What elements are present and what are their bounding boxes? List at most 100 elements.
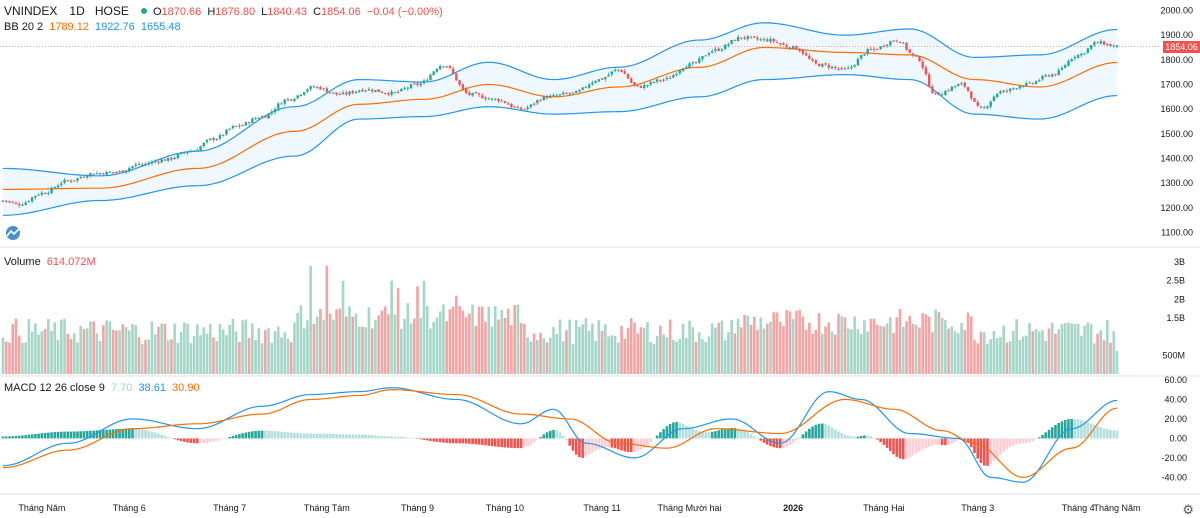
macd-histogram-bar (565, 438, 568, 441)
macd-axis-tick: -40.00 (1161, 472, 1187, 482)
macd-histogram-bar (72, 431, 76, 439)
volume-bar (273, 331, 277, 374)
candle-body (989, 101, 992, 107)
candle-body (574, 90, 578, 93)
macd-histogram-bar (616, 438, 620, 450)
volume-bar (1018, 340, 1022, 374)
volume-bar (11, 323, 15, 374)
macd-histogram-bar (1105, 429, 1109, 439)
volume-bar (234, 331, 238, 374)
candle-body (380, 91, 384, 93)
macd-histogram-bar (940, 438, 944, 445)
candle-body (924, 67, 928, 75)
volume-bar (40, 331, 44, 374)
macd-histogram-bar (561, 435, 565, 439)
tradingview-logo[interactable] (4, 226, 22, 240)
macd-legend[interactable]: MACD 12 26 close 9 7.70 38.61 30.90 (4, 381, 203, 395)
volume-bar (1041, 330, 1044, 374)
candle-body (685, 67, 688, 69)
interval-label[interactable]: 1D (69, 4, 85, 18)
volume-bar (380, 310, 384, 374)
volume-bar (341, 280, 345, 374)
macd-histogram-bar (160, 434, 163, 439)
volume-bar (1002, 325, 1005, 374)
macd-histogram-bar (882, 438, 886, 445)
candle-body (736, 36, 740, 41)
candle-body (487, 98, 490, 100)
volume-bar (853, 316, 856, 374)
macd-histogram-bar (189, 438, 193, 443)
macd-histogram-bar (338, 434, 342, 439)
bb-lower-value: 1655.48 (140, 21, 181, 33)
macd-histogram-bar (218, 438, 222, 440)
macd-histogram-bar (118, 428, 121, 439)
macd-histogram-bar (14, 435, 18, 439)
volume-bar (468, 313, 471, 374)
macd-histogram-bar (497, 438, 500, 447)
volume-bar (270, 342, 274, 374)
candle-body (481, 95, 484, 99)
candle-body (328, 92, 332, 94)
macd-histogram-bar (532, 438, 536, 443)
candle-body (503, 101, 507, 104)
volume-bar (176, 342, 180, 374)
volume-bar (140, 344, 144, 374)
macd-line-value: 38.61 (138, 382, 166, 394)
symbol-name[interactable]: VNINDEX (4, 4, 58, 18)
candle-body (759, 39, 762, 41)
macd-histogram-bar (840, 433, 844, 439)
candle-body (571, 92, 575, 94)
candle-body (973, 98, 976, 102)
close-label: C (313, 6, 322, 18)
macd-histogram-bar (396, 436, 400, 439)
time-axis-tick: Tháng 9 (401, 503, 434, 513)
candle-body (804, 53, 808, 56)
volume-bar (597, 320, 601, 374)
volume-bar (286, 338, 290, 374)
gear-icon[interactable]: ⚙ (1182, 502, 1194, 517)
volume-legend[interactable]: Volume 614.072M (4, 255, 99, 269)
candle-body (37, 194, 40, 196)
macd-histogram-bar (830, 427, 834, 439)
volume-bar (1037, 331, 1041, 374)
open-value: 1870.66 (161, 6, 202, 18)
bb-legend[interactable]: BB 20 2 1789.12 1922.76 1655.48 (4, 20, 184, 34)
candle-body (445, 66, 448, 68)
volume-bar (63, 318, 66, 374)
volume-bar (179, 332, 183, 374)
macd-histogram-bar (814, 424, 818, 439)
candle-body (788, 47, 792, 49)
volume-bar (1089, 324, 1093, 374)
volume-bar (555, 334, 559, 374)
macd-histogram-bar (260, 430, 264, 439)
volume-bar (325, 265, 329, 374)
candle-body (558, 94, 562, 96)
time-axis-tick: Tháng Tám (304, 503, 350, 513)
volume-bar (548, 337, 552, 374)
macd-axis-tick: 0.00 (1169, 433, 1187, 443)
candle-body (422, 80, 426, 84)
volume-bar (416, 286, 419, 374)
volume-bar (892, 332, 895, 374)
candle-body (296, 95, 299, 99)
macd-histogram-bar (995, 438, 999, 458)
volume-bar (963, 330, 967, 374)
candle-body (464, 88, 468, 93)
macd-histogram-bar (1008, 438, 1012, 448)
macd-histogram-bar (678, 422, 682, 439)
macd-histogram-bar (558, 432, 562, 439)
volume-bar (387, 314, 390, 374)
candle-body (21, 204, 24, 206)
volume-bar (795, 310, 798, 374)
candle-body (50, 187, 53, 194)
candle-body (633, 82, 636, 86)
volume-bar (542, 338, 546, 374)
volume-bar (293, 322, 296, 374)
volume-bar (733, 333, 737, 374)
candle-body (205, 139, 209, 143)
candle-body (584, 87, 588, 89)
candle-body (173, 157, 176, 160)
macd-histogram-bar (273, 431, 277, 439)
volume-bar (302, 328, 306, 374)
